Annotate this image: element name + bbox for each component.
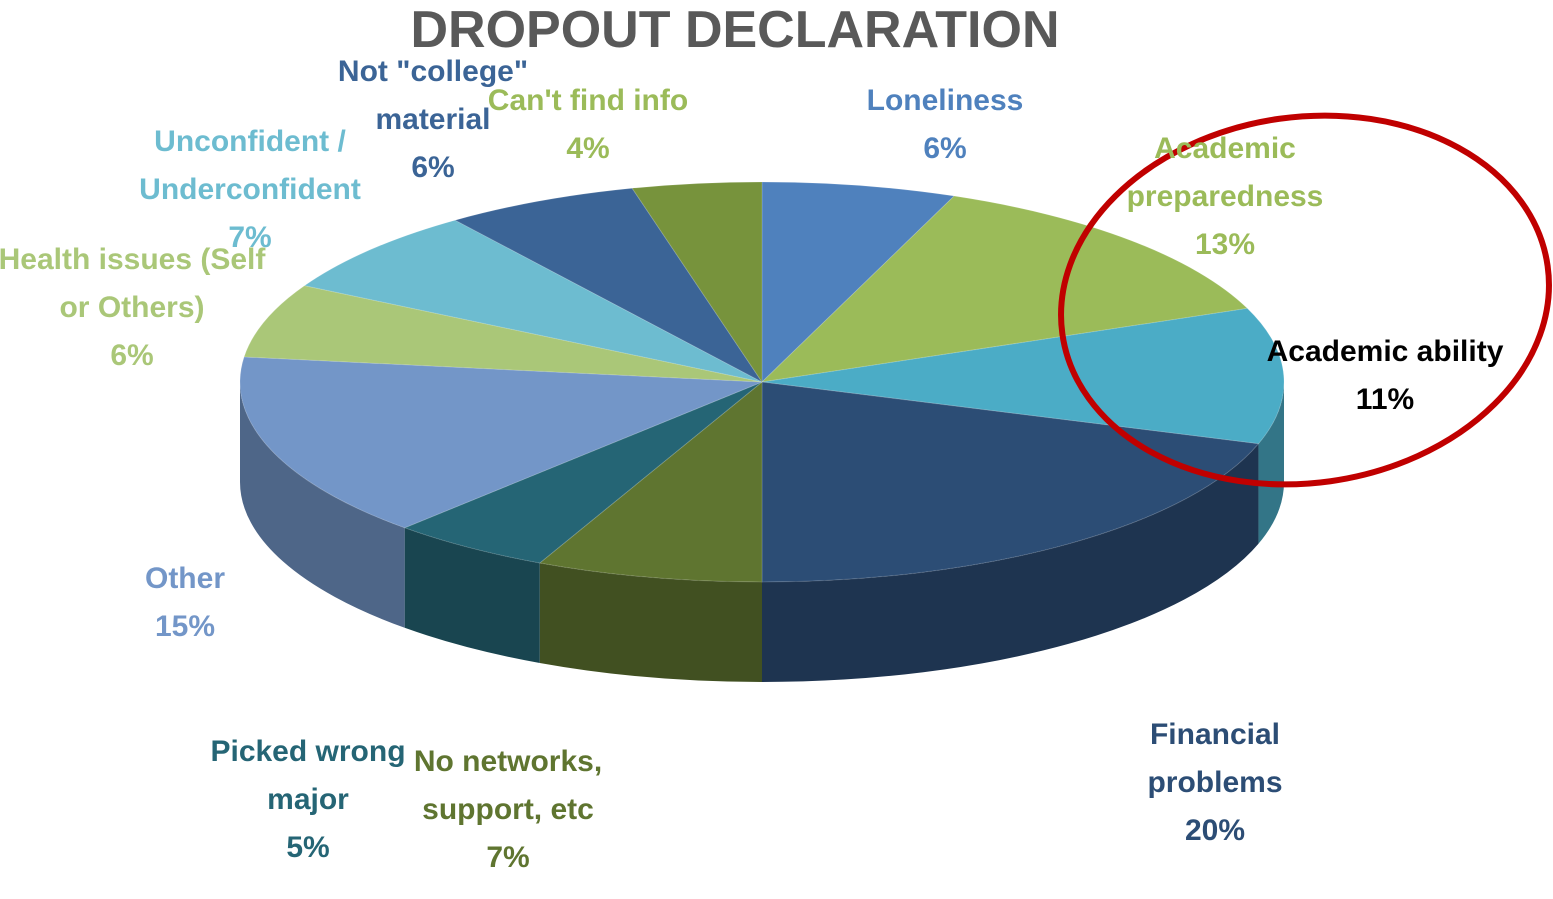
- category-name: Unconfident / Underconfident: [139, 125, 361, 206]
- category-name: Not "college" material: [337, 55, 529, 136]
- value-label: 5%: [286, 831, 330, 864]
- slice-side: [404, 527, 540, 663]
- slice: [303, 219, 763, 383]
- category-name: Can't find info: [487, 84, 689, 117]
- slice-label: Can't find info 4%: [458, 77, 718, 173]
- highlight-circle: [1058, 112, 1552, 488]
- category-name: No networks, support, etc: [413, 745, 603, 826]
- value-label: 6%: [110, 339, 154, 372]
- slice: [761, 181, 956, 384]
- slice: [453, 187, 763, 383]
- slice-side: [1258, 382, 1284, 544]
- chart-title: DROPOUT DECLARATION: [410, 1, 1060, 59]
- value-label: 20%: [1184, 814, 1246, 847]
- slice-label: Academic ability 11%: [1240, 328, 1530, 424]
- slice: [761, 381, 1260, 583]
- slice-label: Picked wrong major 5%: [188, 728, 428, 872]
- value-label: 7%: [486, 841, 530, 874]
- slice: [760, 195, 1249, 383]
- slice-label: Academic preparedness 13%: [1095, 125, 1355, 269]
- slice: [761, 307, 1285, 445]
- value-label: 6%: [411, 151, 455, 184]
- slice-side: [539, 562, 762, 682]
- slice-label: Other 15%: [105, 555, 265, 651]
- category-name: Academic preparedness: [1126, 132, 1324, 213]
- slice-label: Financial problems 20%: [1105, 711, 1325, 855]
- slice: [239, 356, 763, 529]
- value-label: 15%: [154, 610, 216, 643]
- category-name: Academic ability: [1266, 335, 1504, 368]
- pie-tops: [239, 181, 1285, 583]
- value-label: 6%: [923, 132, 967, 165]
- slice-label: No networks, support, etc 7%: [378, 738, 638, 882]
- category-name: Picked wrong major: [210, 735, 406, 816]
- slice-label: Health issues (Self or Others) 6%: [0, 236, 272, 380]
- category-name: Loneliness: [866, 84, 1024, 117]
- slice: [403, 381, 763, 564]
- slice: [631, 181, 763, 384]
- value-label: 13%: [1194, 228, 1256, 261]
- slice-side: [762, 443, 1259, 682]
- value-label: 4%: [566, 132, 610, 165]
- slice: [538, 380, 763, 583]
- value-label: 7%: [228, 221, 272, 254]
- pie-sides: [239, 382, 1284, 682]
- category-name: Financial problems: [1147, 718, 1283, 799]
- slice-side: [239, 382, 405, 628]
- category-name: Health issues (Self or Others): [0, 243, 266, 324]
- slice-label: Loneliness 6%: [825, 77, 1065, 173]
- value-label: 11%: [1355, 383, 1415, 416]
- slice: [243, 285, 763, 383]
- slice-label: Not "college" material 6%: [313, 48, 553, 192]
- slice-label: Unconfident / Underconfident 7%: [100, 118, 400, 262]
- category-name: Other: [144, 562, 225, 595]
